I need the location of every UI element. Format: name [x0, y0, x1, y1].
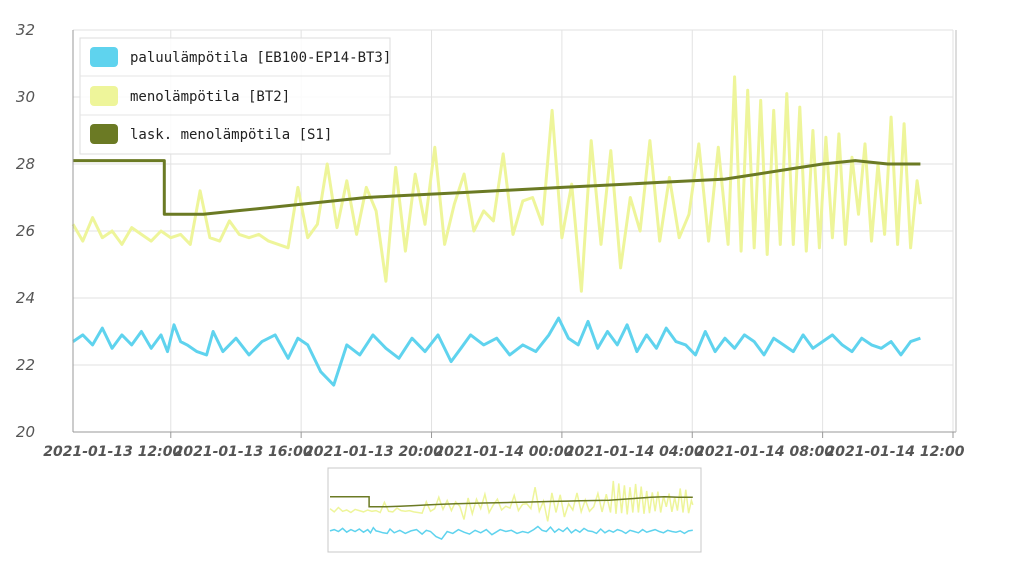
x-tick-label: 2021-01-14 00:00 — [434, 444, 573, 460]
series-line-0 — [72, 316, 921, 387]
x-tick-label: 2021-01-14 04:00 — [565, 444, 704, 460]
navigator-plot — [329, 480, 694, 541]
navigator-series-0 — [329, 525, 693, 541]
legend-swatch — [90, 47, 118, 67]
x-tick-label: 2021-01-13 12:00 — [43, 444, 182, 460]
navigator-series-2 — [330, 495, 693, 508]
series-line-1 — [71, 75, 922, 293]
x-tick-label: 2021-01-13 20:00 — [304, 444, 443, 460]
legend-swatch — [90, 86, 118, 106]
legend-item[interactable]: paluulämpötila [EB100-EP14-BT3] — [90, 47, 391, 67]
legend[interactable]: paluulämpötila [EB100-EP14-BT3] menolämp… — [79, 37, 391, 155]
y-tick-label: 30 — [16, 88, 35, 106]
navigator[interactable] — [327, 467, 702, 553]
y-tick-label: 28 — [16, 155, 35, 173]
legend-label: menolämpötila [BT2] — [130, 89, 290, 105]
x-tick-label: 2021-01-13 16:00 — [174, 444, 313, 460]
y-tick-label: 20 — [16, 423, 35, 441]
series-line-2 — [73, 159, 921, 216]
x-tick-label: 2021-01-14 08:00 — [695, 444, 834, 460]
plot-area — [71, 75, 922, 387]
legend-item[interactable]: menolämpötila [BT2] — [90, 86, 290, 106]
legend-label: lask. menolämpötila [S1] — [130, 127, 332, 143]
y-tick-label: 24 — [16, 289, 35, 307]
legend-item[interactable]: lask. menolämpötila [S1] — [90, 124, 332, 144]
y-tick-label: 26 — [16, 222, 35, 240]
y-tick-label: 22 — [16, 356, 35, 374]
navigator-series-1 — [329, 480, 694, 522]
legend-box — [79, 37, 391, 155]
legend-label: paluulämpötila [EB100-EP14-BT3] — [130, 50, 391, 66]
legend-swatch — [90, 124, 118, 144]
y-tick-label: 32 — [16, 21, 35, 39]
x-tick-label: 2021-01-14 12:00 — [826, 444, 965, 460]
